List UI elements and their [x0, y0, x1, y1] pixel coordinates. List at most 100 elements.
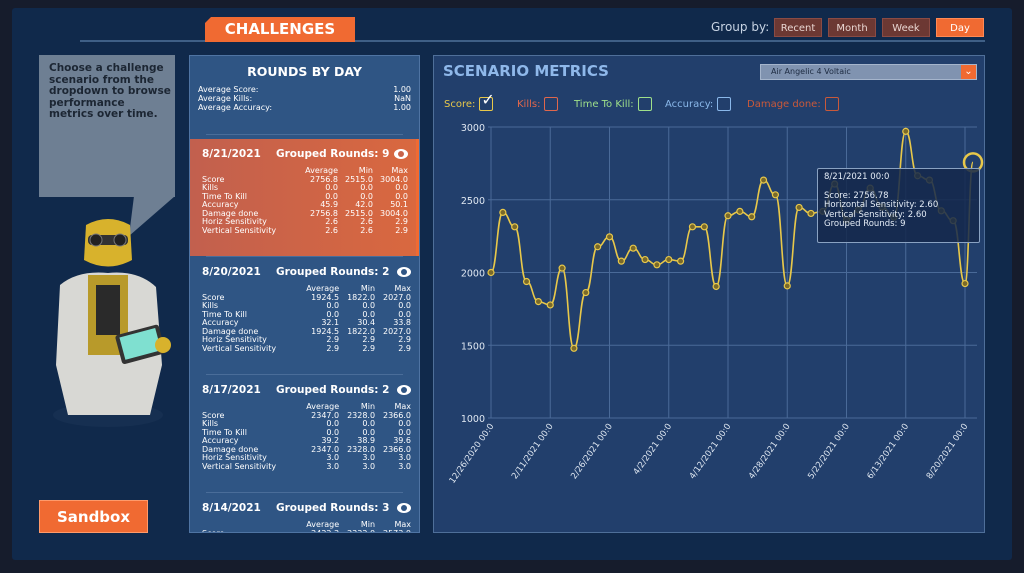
chevron-down-icon[interactable]: ⌄ [961, 65, 976, 79]
stat-label: Vertical Sensitivity [202, 343, 277, 353]
round-group[interactable]: 8/17/2021 Grouped Rounds: 2 Average Min Max S… [190, 375, 419, 492]
stat-label: Time To Kill [202, 309, 247, 319]
stats-row: Damage done 2347.0 2328.0 2366.0 [202, 444, 411, 455]
summary-value: 1.00 [393, 85, 411, 94]
toggle-label: Accuracy: [665, 98, 714, 110]
stat-value: 3.0 [398, 453, 411, 462]
stat-value: 2328.0 [347, 410, 376, 420]
checkbox[interactable] [717, 97, 732, 111]
stat-value: 2.9 [395, 225, 408, 235]
stats-row: Accuracy 39.2 38.9 39.6 [202, 436, 411, 446]
stat-value: 39.2 [321, 436, 340, 445]
stats-table: Average Min Max Score 2756.8 2515.0 3004.0 Kill… [202, 166, 408, 236]
stat-label: Accuracy [202, 318, 239, 327]
grouped-rounds: Grouped Rounds: 2 [276, 266, 390, 278]
stats-row: Vertical Sensitivity 3.0 3.0 3.0 [202, 461, 411, 472]
stat-label: Vertical Sensitivity [202, 461, 277, 471]
divider [206, 374, 403, 375]
group-by-day-button[interactable]: Day [936, 18, 984, 37]
stat-label: Damage done [202, 208, 259, 218]
stats-row: Time To Kill 0.0 0.0 0.0 [202, 427, 411, 438]
stats-row: Kills 0.0 0.0 0.0 [202, 183, 408, 193]
summary-value: 1.00 [393, 103, 411, 112]
stat-value: 2.9 [362, 343, 376, 353]
stat-value: 0.0 [398, 427, 411, 437]
stats-row: Damage done 2756.8 2515.0 3004.0 [202, 208, 408, 219]
stat-value: 0.0 [326, 309, 340, 319]
metric-toggle[interactable]: Time To Kill: [574, 97, 652, 111]
stat-value: 3.0 [326, 453, 340, 462]
tab-challenges[interactable]: CHALLENGES [205, 17, 355, 42]
stats-row: Score 1924.5 1822.0 2027.0 [202, 292, 411, 303]
scenario-dropdown[interactable]: Air Angelic 4 Voltaic ⌄ [760, 64, 977, 80]
round-group[interactable]: 8/14/2021 Grouped Rounds: 3 Average Min Max S… [190, 493, 419, 533]
chart-tooltip: 8/21/2021 00:0 Score: 2756.78 Horizontal… [817, 168, 980, 243]
stat-label: Horiz Sensitivity [202, 453, 267, 462]
toggle-label: Time To Kill: [574, 98, 634, 110]
stat-value: 2.6 [325, 217, 339, 226]
column-header: Min [360, 520, 376, 529]
header-divider [80, 40, 985, 42]
stat-label: Time To Kill [202, 191, 247, 201]
stats-table: Average Min Max Score 1924.5 1822.0 2027.0 Kill… [202, 284, 411, 353]
stat-value: 2.6 [360, 217, 373, 226]
metric-toggle[interactable]: Kills: [517, 97, 559, 111]
stats-row: Time To Kill 0.0 0.0 0.0 [202, 309, 411, 320]
checkbox[interactable] [824, 97, 839, 111]
stat-value: 2756.8 [310, 208, 339, 218]
stat-value: 0.0 [326, 301, 340, 310]
stat-label: Score [202, 174, 225, 184]
group-by-recent-button[interactable]: Recent [774, 18, 822, 37]
stats-row: Score 2756.8 2515.0 3004.0 [202, 174, 408, 185]
group-by-month-button[interactable]: Month [828, 18, 876, 37]
stats-row: Vertical Sensitivity 2.6 2.6 2.9 [202, 225, 408, 236]
stat-value: 2347.0 [311, 444, 340, 454]
stat-value: 2347.0 [311, 410, 340, 420]
stat-value: 42.0 [355, 200, 373, 209]
summary-value: NaN [394, 94, 411, 103]
stat-value: 0.0 [362, 427, 376, 437]
stat-value: 1924.5 [311, 292, 340, 302]
checkbox[interactable] [544, 97, 559, 111]
eye-icon[interactable] [397, 503, 411, 513]
metric-toggle[interactable]: Damage done: [747, 97, 839, 111]
stats-row: Horiz Sensitivity 3.0 3.0 3.0 [202, 453, 411, 463]
checkmark-icon: ✓ [481, 90, 495, 109]
stat-value: 0.0 [395, 183, 408, 192]
stat-value: 2.9 [326, 343, 340, 353]
stat-value: 2515.0 [345, 174, 373, 184]
stat-value: 2027.0 [383, 326, 411, 336]
stat-label: Damage done [202, 444, 259, 454]
stat-value: 2422.3 [311, 528, 340, 533]
stat-label: Score [202, 410, 225, 420]
divider [206, 256, 403, 257]
stat-label: Score [202, 528, 225, 533]
metric-toggle[interactable]: Accuracy: [665, 97, 732, 111]
stat-value: 2366.0 [383, 444, 411, 454]
column-header: Average [305, 166, 339, 175]
eye-icon[interactable] [397, 267, 411, 277]
stats-row: Time To Kill 0.0 0.0 0.0 [202, 191, 408, 202]
checkbox[interactable] [637, 97, 652, 111]
stats-row: Damage done 1924.5 1822.0 2027.0 [202, 326, 411, 337]
group-date: 8/21/2021 [202, 148, 261, 160]
stat-value: 2.6 [360, 225, 373, 235]
stat-value: 0.0 [360, 191, 373, 201]
stat-label: Horiz Sensitivity [202, 217, 267, 226]
eye-icon[interactable] [394, 149, 408, 159]
round-group[interactable]: 8/21/2021 Grouped Rounds: 9 Average Min Max S… [190, 139, 419, 256]
checkbox[interactable]: ✓ [479, 92, 495, 111]
stat-value: 0.0 [395, 191, 408, 201]
round-group[interactable]: 8/20/2021 Grouped Rounds: 2 Average Min Max S… [190, 257, 419, 374]
sandbox-button[interactable]: Sandbox [39, 500, 148, 533]
metric-toggle[interactable]: Score: ✓ [444, 92, 495, 111]
grouped-rounds: Grouped Rounds: 2 [276, 384, 390, 396]
stats-row: Score 2422.3 2332.0 2573.0 [202, 528, 411, 533]
stat-value: 2027.0 [383, 292, 411, 302]
stat-value: 2332.0 [347, 528, 376, 533]
eye-icon[interactable] [397, 385, 411, 395]
toggle-label: Damage done: [747, 98, 821, 110]
summary-label: Average Score: [198, 85, 259, 94]
stats-row: Accuracy 45.9 42.0 50.1 [202, 200, 408, 210]
group-by-week-button[interactable]: Week [882, 18, 930, 37]
